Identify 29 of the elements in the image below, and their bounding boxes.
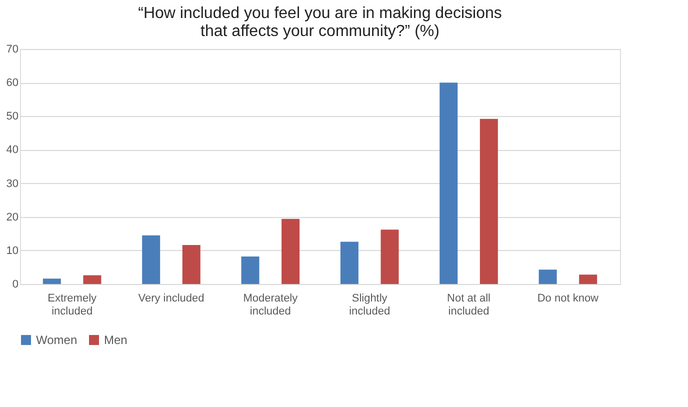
bar — [142, 235, 160, 284]
legend-label: Men — [104, 333, 128, 347]
bar — [282, 218, 300, 284]
y-tick-label: 20 — [6, 211, 18, 224]
bar — [480, 118, 498, 284]
x-tick-label: Extremely included — [48, 292, 98, 318]
y-tick-label: 60 — [6, 77, 18, 90]
bar — [440, 82, 458, 284]
legend-label: Women — [36, 333, 78, 347]
y-tick-label: 70 — [6, 44, 18, 56]
bar — [380, 230, 399, 284]
y-tick-label: 10 — [6, 244, 18, 257]
bar — [241, 256, 260, 284]
bar — [182, 245, 200, 284]
bar — [340, 242, 358, 284]
chart-title: “How included you feel you are in making decisions that affects your community?” (%) — [138, 5, 502, 40]
x-tick-label: Very included — [138, 292, 204, 304]
x-tick-label: Not at all included — [447, 292, 490, 318]
x-tick-label: Slightly included — [349, 292, 390, 318]
y-tick-label: 30 — [6, 178, 18, 190]
x-tick-label: Do not know — [537, 292, 599, 304]
x-tick-label: Moderately included — [243, 292, 298, 318]
bar — [42, 278, 61, 284]
y-tick-label: 50 — [6, 110, 18, 123]
bar — [83, 275, 102, 284]
bar — [579, 274, 598, 284]
y-tick-label: 0 — [12, 278, 18, 290]
y-tick-label: 40 — [6, 144, 18, 156]
bar — [538, 270, 557, 284]
